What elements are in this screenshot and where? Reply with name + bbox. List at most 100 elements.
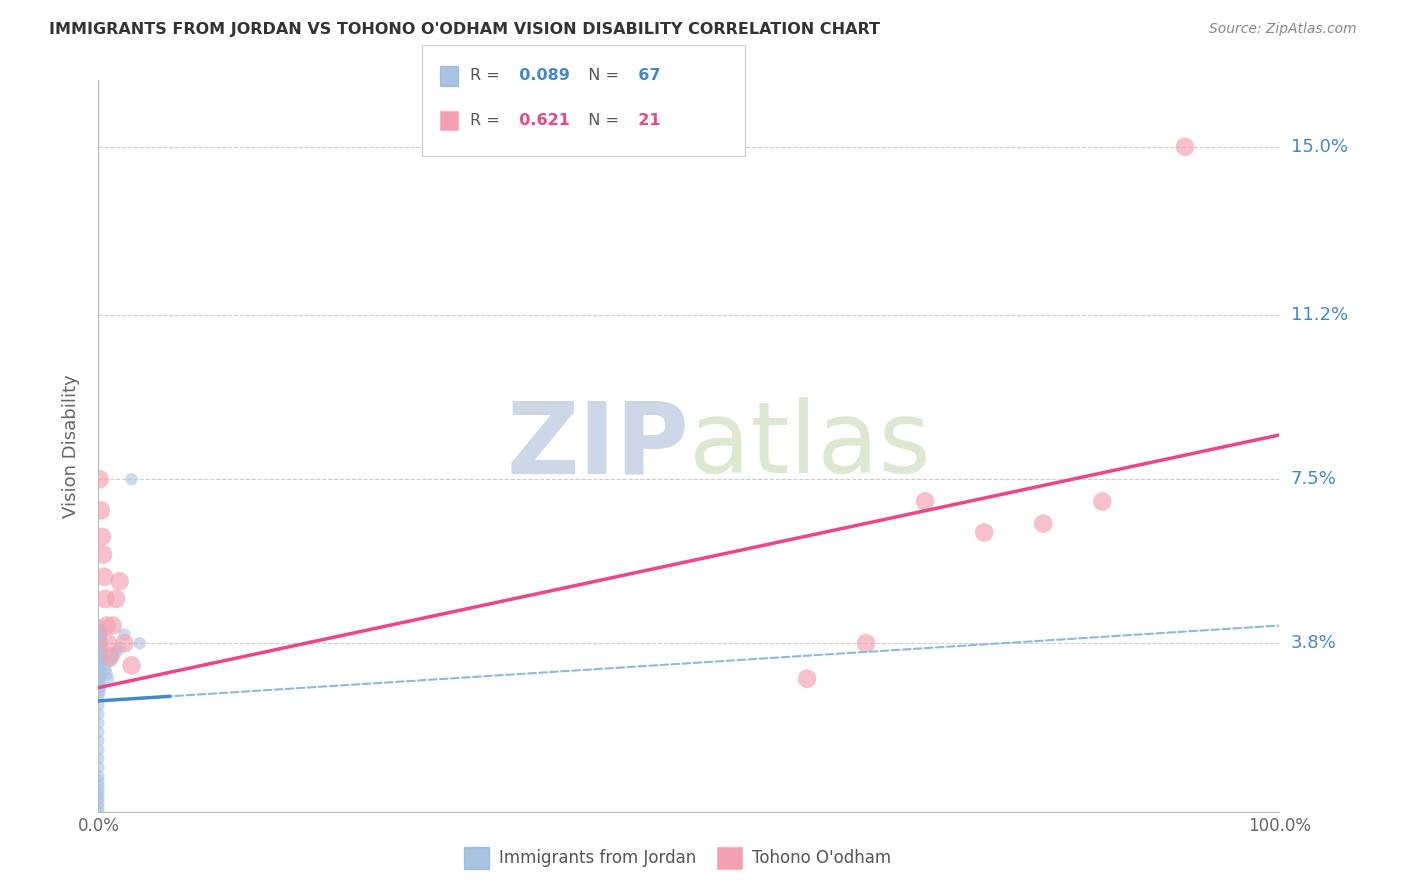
Point xyxy=(1032,516,1054,531)
Point xyxy=(89,654,111,668)
Point xyxy=(91,636,114,650)
Point xyxy=(90,649,112,664)
Point xyxy=(94,591,117,606)
Text: 3.8%: 3.8% xyxy=(1291,634,1336,652)
Point xyxy=(87,769,110,783)
Text: R =: R = xyxy=(470,69,499,83)
Point xyxy=(98,649,121,664)
Text: 15.0%: 15.0% xyxy=(1291,137,1347,156)
Point xyxy=(91,627,114,641)
Point xyxy=(91,649,114,664)
Point xyxy=(1091,494,1114,508)
Point xyxy=(94,663,117,677)
Y-axis label: Vision Disability: Vision Disability xyxy=(62,374,80,518)
Point xyxy=(87,690,110,704)
Point xyxy=(87,716,110,731)
Point xyxy=(1174,140,1197,154)
Point xyxy=(93,570,115,584)
Point xyxy=(90,632,112,646)
Text: 67: 67 xyxy=(627,69,661,83)
Point xyxy=(89,627,111,641)
Point xyxy=(89,667,111,681)
Point xyxy=(90,623,112,637)
Text: N =: N = xyxy=(578,69,619,83)
Point xyxy=(87,805,110,819)
Point xyxy=(87,800,110,814)
Text: 21: 21 xyxy=(627,113,661,128)
Point xyxy=(112,636,135,650)
Point xyxy=(128,636,150,650)
Point xyxy=(89,685,111,699)
Point xyxy=(87,796,110,810)
Point xyxy=(89,623,111,637)
Point xyxy=(89,676,111,690)
Point xyxy=(87,751,110,765)
Point xyxy=(87,782,110,797)
Point xyxy=(90,503,112,517)
Point xyxy=(87,663,110,677)
Point xyxy=(105,591,128,606)
Point xyxy=(112,627,135,641)
Point xyxy=(91,530,114,544)
Point xyxy=(87,760,110,774)
Point xyxy=(973,525,995,540)
Point xyxy=(91,640,114,655)
Point xyxy=(89,640,111,655)
Point xyxy=(96,618,118,632)
Text: 0.621: 0.621 xyxy=(508,113,569,128)
Point xyxy=(87,787,110,801)
Point xyxy=(90,645,112,659)
Text: atlas: atlas xyxy=(689,398,931,494)
Point xyxy=(91,548,114,562)
Point xyxy=(90,627,112,641)
Point xyxy=(89,618,111,632)
Point xyxy=(89,663,111,677)
Point xyxy=(101,618,124,632)
Point xyxy=(101,649,124,664)
Point xyxy=(87,707,110,722)
Point xyxy=(87,681,110,695)
Point xyxy=(87,791,110,805)
Point xyxy=(108,640,131,655)
Point xyxy=(89,654,111,668)
Text: 7.5%: 7.5% xyxy=(1291,470,1337,488)
Point xyxy=(87,654,110,668)
Point xyxy=(796,672,818,686)
Point xyxy=(121,658,143,673)
Point xyxy=(87,725,110,739)
Point xyxy=(89,645,111,659)
Text: 11.2%: 11.2% xyxy=(1291,306,1348,324)
Point xyxy=(855,636,877,650)
Text: R =: R = xyxy=(470,113,499,128)
Point xyxy=(87,672,110,686)
Point xyxy=(89,681,111,695)
Point xyxy=(108,574,131,589)
Text: 0.089: 0.089 xyxy=(508,69,569,83)
Point xyxy=(89,636,111,650)
Point xyxy=(96,667,118,681)
Point xyxy=(89,667,111,681)
Point xyxy=(89,472,111,486)
Point xyxy=(87,698,110,713)
Text: Immigrants from Jordan: Immigrants from Jordan xyxy=(499,849,696,867)
Point xyxy=(87,667,110,681)
Point xyxy=(87,773,110,788)
Point xyxy=(914,494,936,508)
Point xyxy=(89,645,111,659)
Point xyxy=(87,649,110,664)
Point xyxy=(97,672,120,686)
Text: N =: N = xyxy=(578,113,619,128)
Point xyxy=(87,778,110,792)
Text: ZIP: ZIP xyxy=(506,398,689,494)
Point xyxy=(98,654,121,668)
Text: Tohono O'odham: Tohono O'odham xyxy=(752,849,891,867)
Point xyxy=(97,636,120,650)
Point xyxy=(89,672,111,686)
Point xyxy=(87,733,110,747)
Point xyxy=(121,472,143,486)
Text: Source: ZipAtlas.com: Source: ZipAtlas.com xyxy=(1209,22,1357,37)
Text: IMMIGRANTS FROM JORDAN VS TOHONO O'ODHAM VISION DISABILITY CORRELATION CHART: IMMIGRANTS FROM JORDAN VS TOHONO O'ODHAM… xyxy=(49,22,880,37)
Point xyxy=(87,742,110,756)
Point xyxy=(89,672,111,686)
Point xyxy=(105,645,128,659)
